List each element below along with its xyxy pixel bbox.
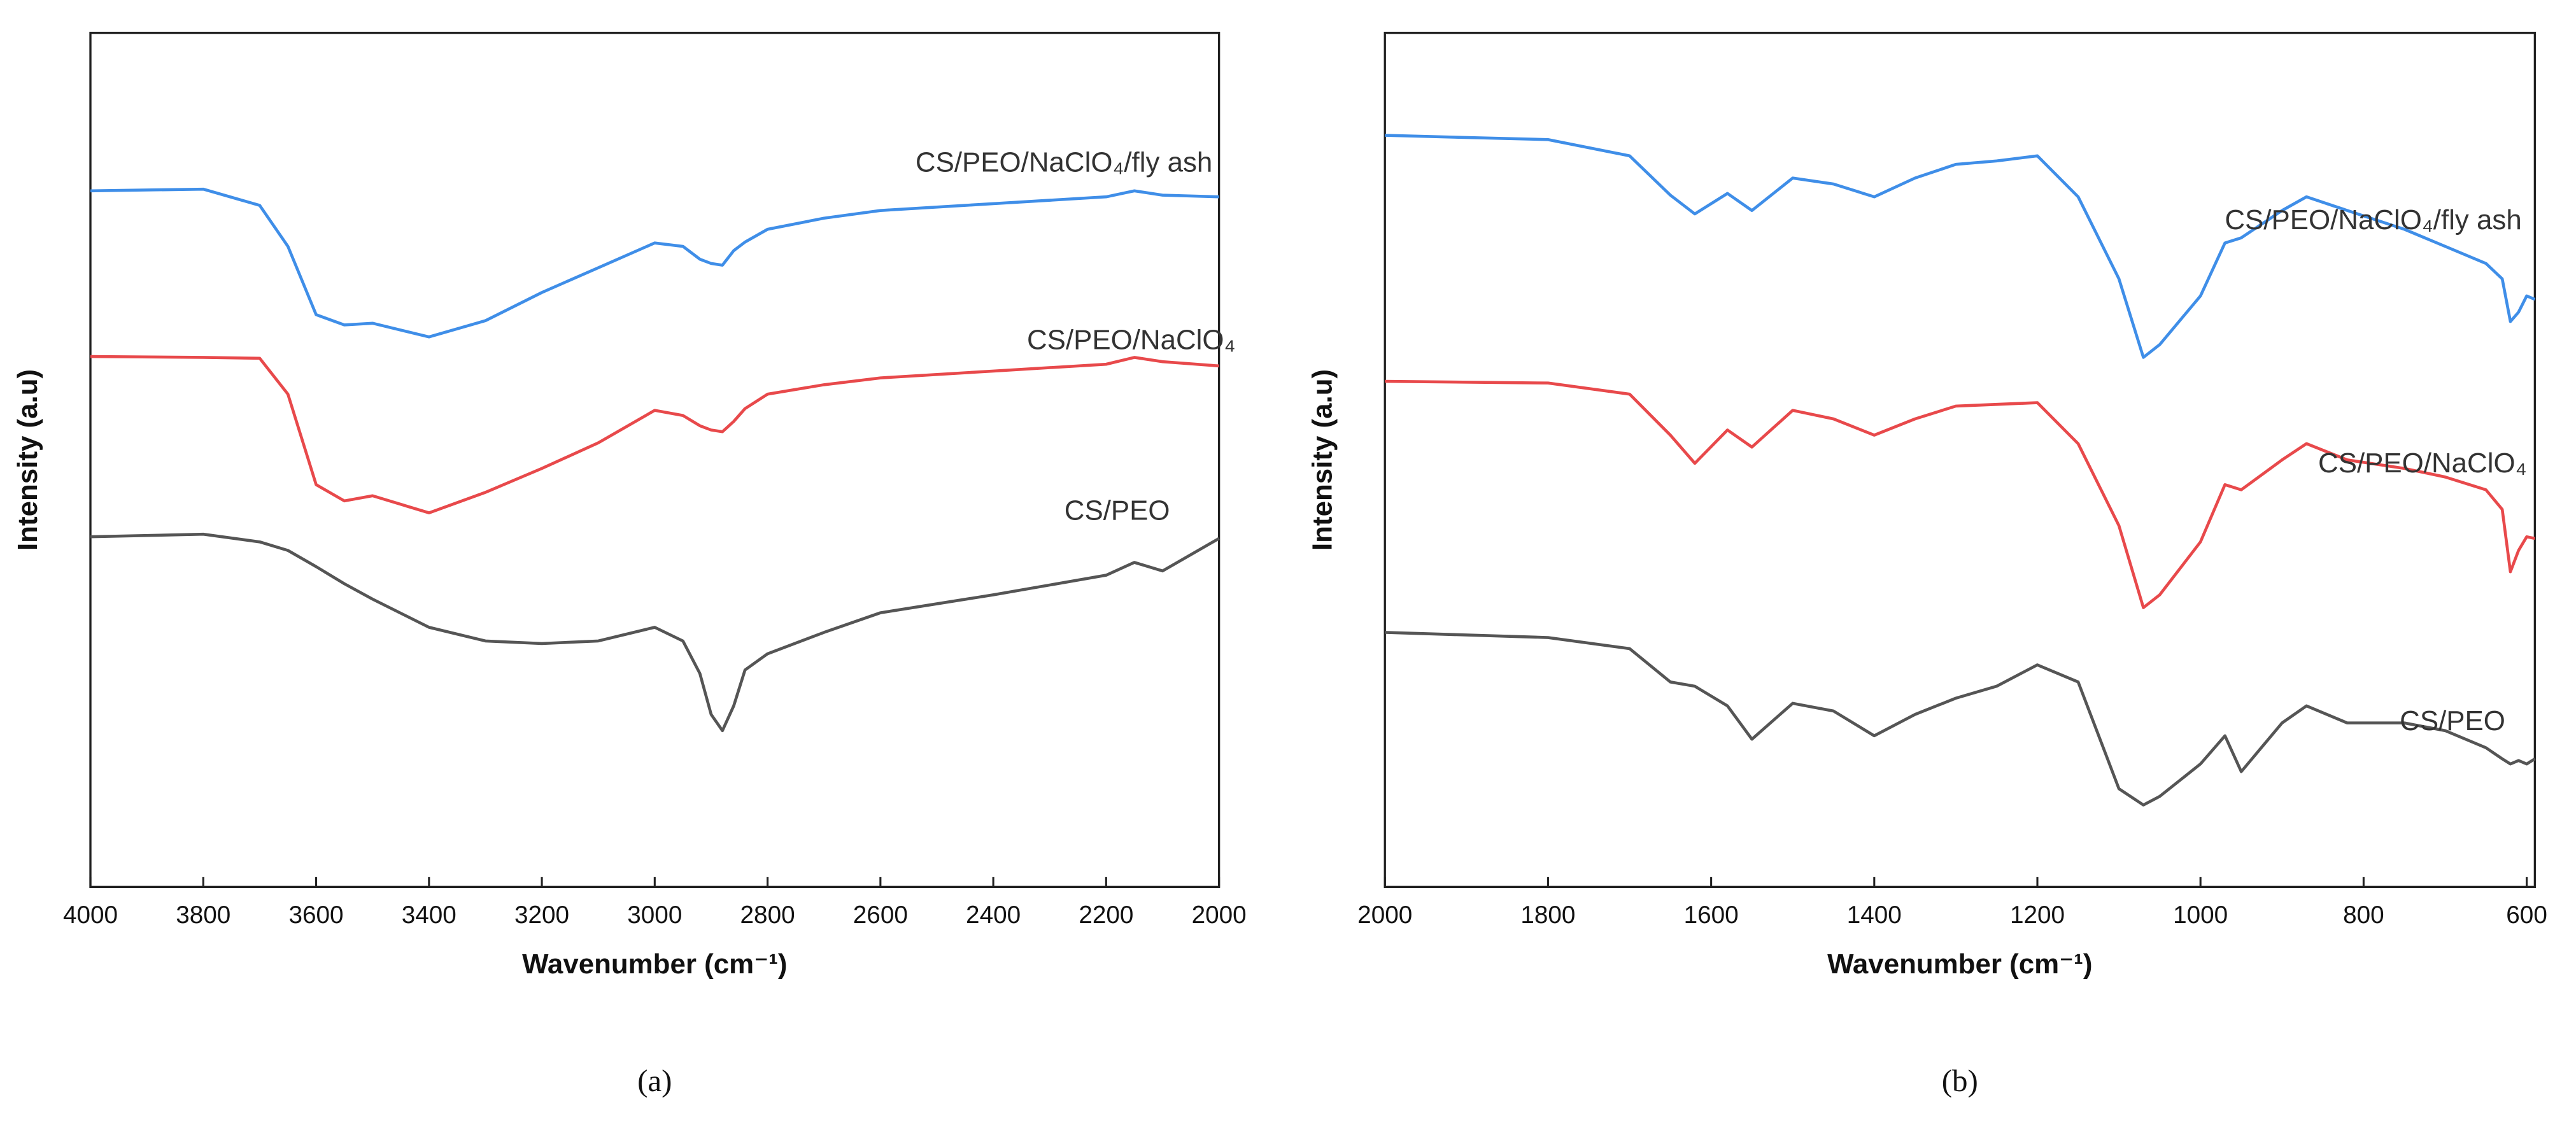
series-label: CS/PEO/NaClO₄/fly ash <box>2225 204 2521 236</box>
series-label: CS/PEO <box>2400 705 2505 737</box>
y-axis-title: Intensity (a.u) <box>12 369 43 551</box>
x-axis-title: Wavenumber (cm⁻¹) <box>522 948 787 980</box>
x-tick-label: 3800 <box>176 901 230 929</box>
x-tick-label: 1800 <box>1520 901 1575 929</box>
x-tick-label: 2400 <box>966 901 1021 929</box>
x-tick-label: 2000 <box>1357 901 1412 929</box>
x-tick-label: 3600 <box>289 901 344 929</box>
x-tick-label: 3400 <box>402 901 456 929</box>
x-tick-label: 2800 <box>740 901 795 929</box>
x-tick-label: 2600 <box>853 901 908 929</box>
series-label: CS/PEO/NaClO₄/fly ash <box>916 147 1212 178</box>
plot-frame <box>1384 31 2537 888</box>
x-tick-label: 1400 <box>1847 901 1902 929</box>
spectrum-line <box>90 532 1220 733</box>
spectrum-line <box>1385 631 2536 807</box>
series-label: CS/PEO/NaClO₄ <box>1027 324 1235 355</box>
spectrum-line <box>90 187 1219 339</box>
spectrum-line <box>1385 134 2536 359</box>
caption: (a) <box>637 1063 672 1098</box>
caption: (b) <box>1942 1063 1978 1098</box>
x-tick-label: 1200 <box>2010 901 2065 929</box>
x-axis-title: Wavenumber (cm⁻¹) <box>1827 948 2092 980</box>
spectrum-line <box>90 355 1219 514</box>
x-tick-label: 1000 <box>2173 901 2228 929</box>
x-tick-label: 2200 <box>1079 901 1133 929</box>
series-label: CS/PEO/NaClO₄ <box>2318 448 2526 479</box>
x-tick-label: 2000 <box>1192 901 1247 929</box>
x-tick-label: 1600 <box>1684 901 1739 929</box>
x-tick-label: 3200 <box>514 901 569 929</box>
x-tick-label: 3000 <box>627 901 682 929</box>
y-axis-title: Intensity (a.u) <box>1306 369 1338 551</box>
x-tick-label: 800 <box>2343 901 2384 929</box>
x-tick-label: 4000 <box>63 901 118 929</box>
x-tick-label: 600 <box>2506 901 2547 929</box>
spectrum-line <box>1385 379 2535 609</box>
series-label: CS/PEO <box>1065 495 1170 526</box>
